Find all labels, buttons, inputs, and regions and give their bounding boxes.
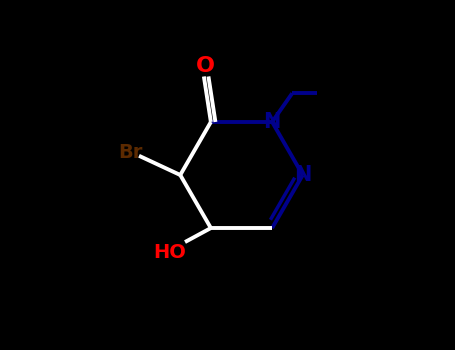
Text: Br: Br: [118, 143, 142, 162]
Text: N: N: [263, 112, 281, 132]
Text: O: O: [196, 56, 215, 76]
Text: HO: HO: [153, 243, 186, 262]
Text: N: N: [294, 165, 311, 185]
